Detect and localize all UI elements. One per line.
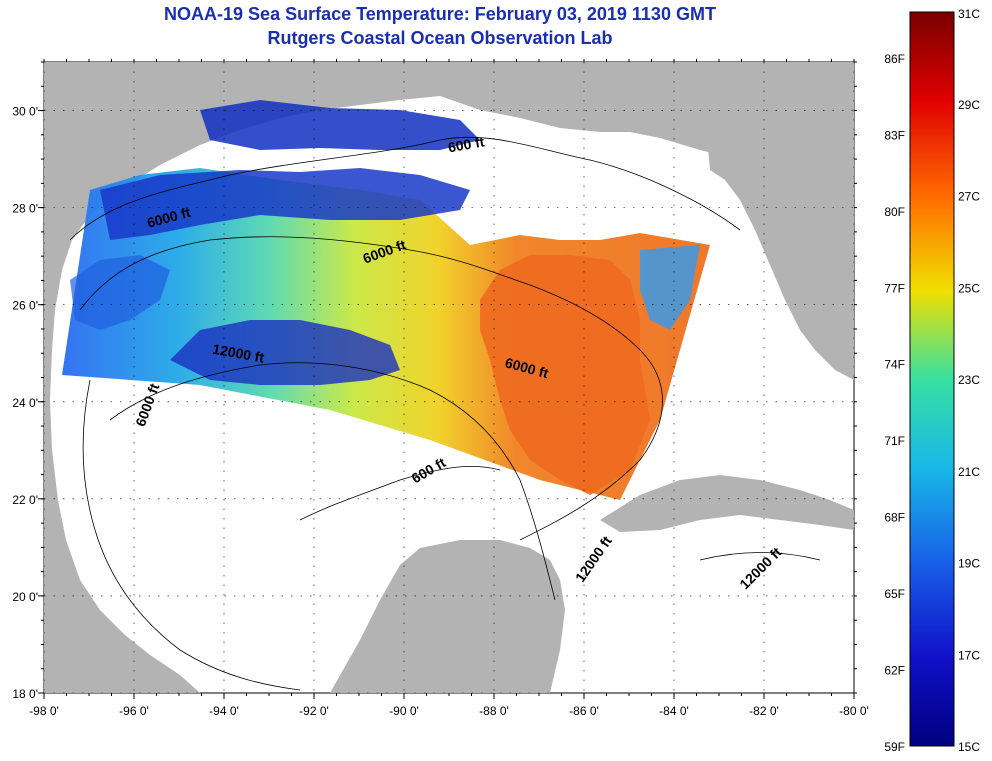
sst-cold-patch-central (170, 320, 400, 385)
colorbar-celsius-label: 15C (958, 740, 980, 754)
colorbar-fahrenheit-label: 62F (884, 664, 905, 678)
x-tick-label: -96 0' (119, 704, 149, 718)
colorbar-fahrenheit-label: 59F (884, 740, 905, 754)
x-tick-label: -84 0' (659, 704, 689, 718)
contour-6000ft (79, 236, 663, 541)
colorbar-celsius-label: 31C (958, 7, 980, 21)
contour-label: 600 ft (447, 133, 486, 155)
x-tick-label: -90 0' (389, 704, 419, 718)
contour-12000ft (109, 362, 556, 601)
sst-loop-current (480, 255, 650, 495)
colorbar-fahrenheit-label: 68F (884, 511, 905, 525)
land-florida (700, 62, 854, 380)
colorbar-celsius-label: 17C (958, 648, 980, 662)
map-subtitle: Rutgers Coastal Ocean Observation Lab (267, 28, 613, 48)
sst-cold-patch-coast (200, 100, 480, 150)
contour-12000ft-east (699, 552, 821, 561)
map-title: NOAA-19 Sea Surface Temperature: Februar… (164, 4, 716, 24)
x-tick-label: -88 0' (479, 704, 509, 718)
colorbar-fahrenheit-label: 80F (884, 205, 905, 219)
y-tick-label: 24 0' (12, 396, 38, 410)
x-tick-label: -92 0' (299, 704, 329, 718)
y-tick-label: 30 0' (12, 105, 38, 119)
x-tick-label: -82 0' (749, 704, 779, 718)
sst-cold-patch-north (100, 168, 470, 240)
colorbar-celsius-label: 27C (958, 190, 980, 204)
contour-600ft (69, 136, 741, 241)
land-yucatan (330, 540, 565, 693)
y-tick-label: 28 0' (12, 202, 38, 216)
y-tick-label: 20 0' (12, 590, 38, 604)
x-tick-label: -94 0' (209, 704, 239, 718)
colorbar-celsius-label: 21C (958, 465, 980, 479)
contour-6000ft-west (82, 379, 301, 691)
colorbar-fahrenheit-label: 74F (884, 358, 905, 372)
y-tick-label: 22 0' (12, 493, 38, 507)
colorbar-fahrenheit-label: 77F (884, 281, 905, 295)
x-tick-label: -98 0' (29, 704, 59, 718)
colorbar-celsius-label: 29C (958, 98, 980, 112)
contour-600ft-south (299, 466, 501, 521)
colorbar-celsius-label: 23C (958, 373, 980, 387)
land-cuba (600, 475, 854, 532)
sst-cold-patch-nw (70, 255, 170, 330)
sst-east-cold-patch (640, 245, 700, 330)
y-tick-label: 26 0' (12, 299, 38, 313)
colorbar-fahrenheit-label: 71F (884, 434, 905, 448)
colorbar-fahrenheit-label: 65F (884, 587, 905, 601)
colorbar-celsius-label: 19C (958, 557, 980, 571)
colorbar-fahrenheit-label: 83F (884, 128, 905, 142)
colorbar-fahrenheit-label: 86F (884, 52, 905, 66)
colorbar-celsius-label: 25C (958, 281, 980, 295)
colorbar (909, 11, 955, 747)
y-tick-label: 18 0' (12, 687, 38, 701)
x-tick-label: -86 0' (569, 704, 599, 718)
x-tick-label: -80 0' (839, 704, 869, 718)
